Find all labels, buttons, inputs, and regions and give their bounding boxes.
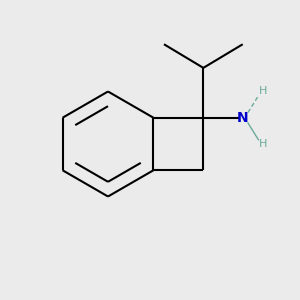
Text: H: H (259, 139, 267, 149)
Text: H: H (259, 86, 267, 97)
Text: N: N (237, 111, 248, 125)
